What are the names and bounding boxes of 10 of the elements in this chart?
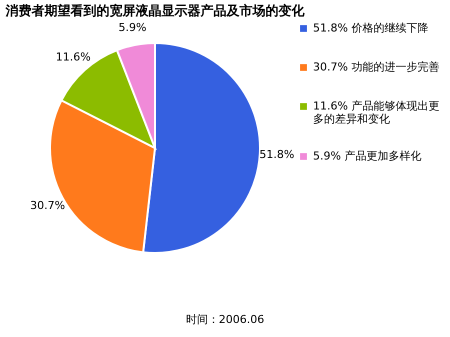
data-label: 51.8% bbox=[259, 148, 294, 161]
chart-title: 消费者期望看到的宽屏液晶显示器产品及市场的变化 bbox=[4, 3, 306, 20]
legend-label: 30.7% 功能的进一步完善 bbox=[313, 60, 440, 74]
legend-label: 51.8% 价格的继续下降 bbox=[313, 22, 428, 34]
data-label: 5.9% bbox=[118, 21, 146, 34]
text: 时间：2006.06 bbox=[184, 312, 266, 327]
legend-label: 5.9% 产品更加多样化 bbox=[313, 150, 422, 162]
data-label: 11.6% bbox=[56, 50, 91, 64]
legend-label: 11.6% 产品能够体现出更多的差异和变化 bbox=[313, 100, 440, 126]
data-label: 30.7% bbox=[30, 198, 66, 212]
